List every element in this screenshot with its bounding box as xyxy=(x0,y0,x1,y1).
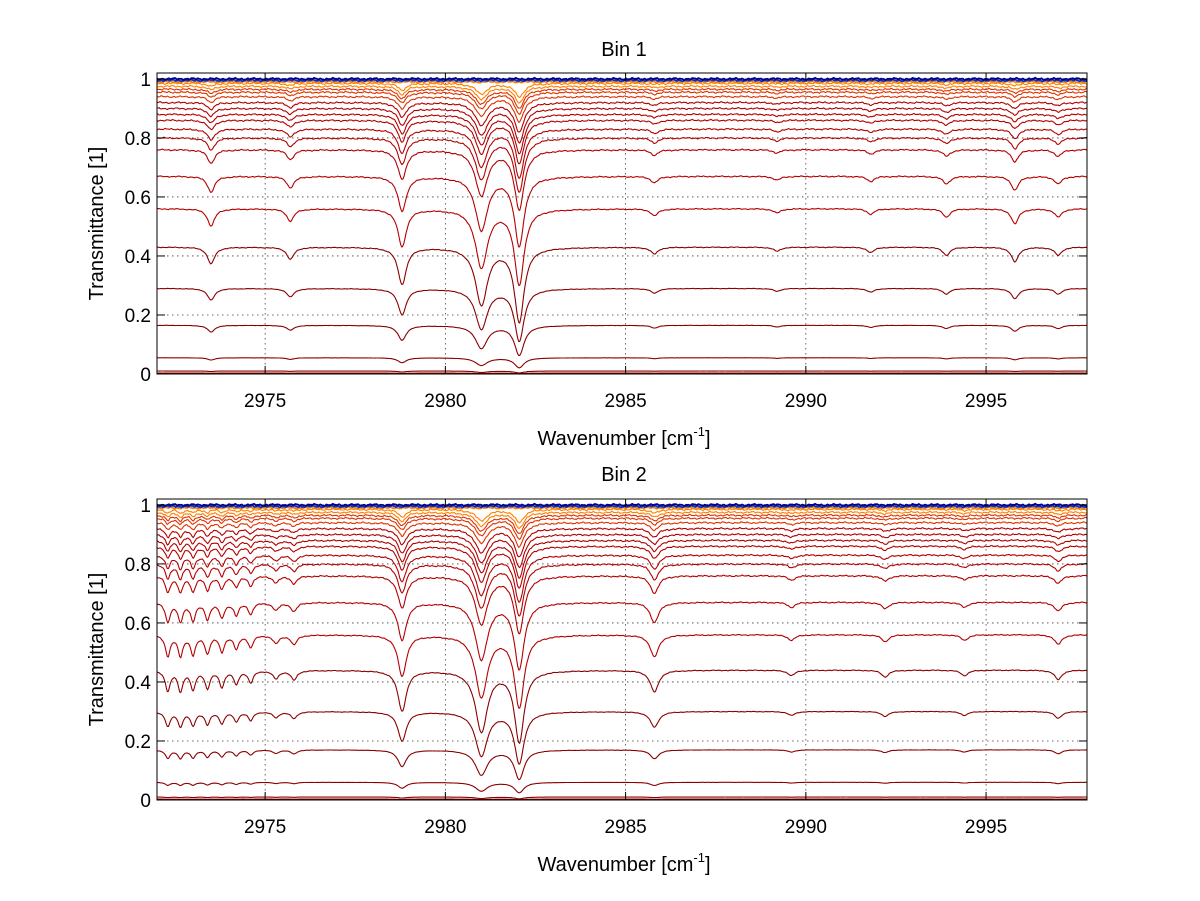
spectrum-line-10 xyxy=(157,532,1087,569)
axes-frame xyxy=(156,498,1088,801)
spectrum-line-13 xyxy=(157,127,1087,179)
x-axis-label-tail: ] xyxy=(705,428,711,450)
axes-frame xyxy=(156,72,1088,375)
spectrum-line-5 xyxy=(157,84,1087,104)
x-axis-label: Wavenumber [cm-1] xyxy=(537,850,710,876)
spectrum-line-7 xyxy=(157,516,1087,541)
spectrum-line-19 xyxy=(157,710,1087,765)
y-tick-label-0.2: 0.2 xyxy=(125,732,151,753)
x-axis-label-tail: ] xyxy=(705,854,711,876)
spectrum-line-17 xyxy=(157,207,1087,286)
x-axis-label-main: Wavenumber [cm xyxy=(537,428,693,450)
spectrum-line-12 xyxy=(157,118,1087,165)
x-axis-label-sup: -1 xyxy=(693,850,705,865)
spectrum-line-14 xyxy=(157,562,1087,617)
x-tick-label-2985: 2985 xyxy=(604,391,646,412)
x-tick-label-2980: 2980 xyxy=(424,391,466,412)
y-tick-label-0.6: 0.6 xyxy=(125,188,151,209)
spectrum-line-11 xyxy=(157,538,1087,579)
spectrum-line-17 xyxy=(157,633,1087,709)
spectrum-line-21 xyxy=(157,781,1087,794)
x-axis-label: Wavenumber [cm-1] xyxy=(537,424,710,450)
y-tick-label-1: 1 xyxy=(140,496,151,517)
spectrum-line-15 xyxy=(157,148,1087,211)
spectrum-line-23 xyxy=(157,798,1087,800)
x-tick-label-2975: 2975 xyxy=(244,391,286,412)
spectrum-line-11 xyxy=(157,112,1087,155)
spectrum-line-6 xyxy=(157,87,1087,109)
spectrum-line-10 xyxy=(157,106,1087,144)
spectrum-line-13 xyxy=(157,553,1087,603)
spectrum-line-8 xyxy=(157,521,1087,548)
spectrum-line-1 xyxy=(157,502,1087,507)
x-tick-label-2995: 2995 xyxy=(965,391,1007,412)
spectrum-line-6 xyxy=(157,513,1087,534)
y-tick-label-0.2: 0.2 xyxy=(125,306,151,327)
y-tick-label-0: 0 xyxy=(140,365,151,386)
spectrum-line-22 xyxy=(157,796,1087,800)
x-tick-label-2990: 2990 xyxy=(785,817,827,838)
spectrum-line-12 xyxy=(157,544,1087,589)
y-tick-label-1: 1 xyxy=(140,70,151,91)
y-tick-label-0: 0 xyxy=(140,791,151,812)
series-group xyxy=(157,502,1087,800)
chart-panel-1: 2975 2980 2985 2990 2995 0 0.2 0.4 0.6 0.8 1 Bin 1 W… xyxy=(86,39,1088,450)
spectrum-line-4 xyxy=(157,81,1087,99)
y-axis-label: Transmittance [1] xyxy=(86,573,108,727)
spectrum-line-1 xyxy=(157,76,1087,81)
spectrum-line-21 xyxy=(157,357,1087,369)
chart-title: Bin 2 xyxy=(601,464,647,486)
y-tick-label-0.6: 0.6 xyxy=(125,614,151,635)
y-tick-label-0.8: 0.8 xyxy=(125,129,151,150)
spectrum-line-19 xyxy=(157,287,1087,343)
spectrum-line-18 xyxy=(157,669,1087,744)
spectrum-line-9 xyxy=(157,526,1087,558)
spectrum-line-20 xyxy=(157,749,1087,781)
spectrum-line-22 xyxy=(157,370,1087,374)
plot-area xyxy=(157,73,1087,374)
x-tick-label-2985: 2985 xyxy=(604,817,646,838)
spectrum-line-23 xyxy=(157,372,1087,374)
x-tick-label-2980: 2980 xyxy=(424,817,466,838)
spectrum-line-9 xyxy=(157,100,1087,133)
y-axis-label: Transmittance [1] xyxy=(86,147,108,301)
spectrum-line-8 xyxy=(157,95,1087,123)
y-tick-label-0.8: 0.8 xyxy=(125,555,151,576)
y-tick-label-0.4: 0.4 xyxy=(125,247,152,268)
x-axis-label-sup: -1 xyxy=(693,424,705,439)
spectrum-line-16 xyxy=(157,601,1087,671)
plot-area xyxy=(157,499,1087,800)
spectrum-line-20 xyxy=(157,324,1087,356)
spectrum-line-16 xyxy=(157,175,1087,248)
spectrum-line-4 xyxy=(157,507,1087,524)
spectrum-line-18 xyxy=(157,246,1087,324)
series-group xyxy=(157,76,1087,374)
x-tick-label-2990: 2990 xyxy=(785,391,827,412)
spectrum-line-15 xyxy=(157,574,1087,635)
spectrum-line-14 xyxy=(157,136,1087,193)
x-axis-label-main: Wavenumber [cm xyxy=(537,854,693,876)
spectrum-line-5 xyxy=(157,510,1087,529)
chart-panel-2: 2975 2980 2985 2990 2995 0 0.2 0.4 0.6 0.8 1 Bin 2 W… xyxy=(86,464,1088,876)
spectrum-line-7 xyxy=(157,90,1087,115)
y-tick-label-0.4: 0.4 xyxy=(125,673,152,694)
x-tick-label-2995: 2995 xyxy=(965,817,1007,838)
chart-title: Bin 1 xyxy=(601,39,647,61)
x-tick-label-2975: 2975 xyxy=(244,817,286,838)
